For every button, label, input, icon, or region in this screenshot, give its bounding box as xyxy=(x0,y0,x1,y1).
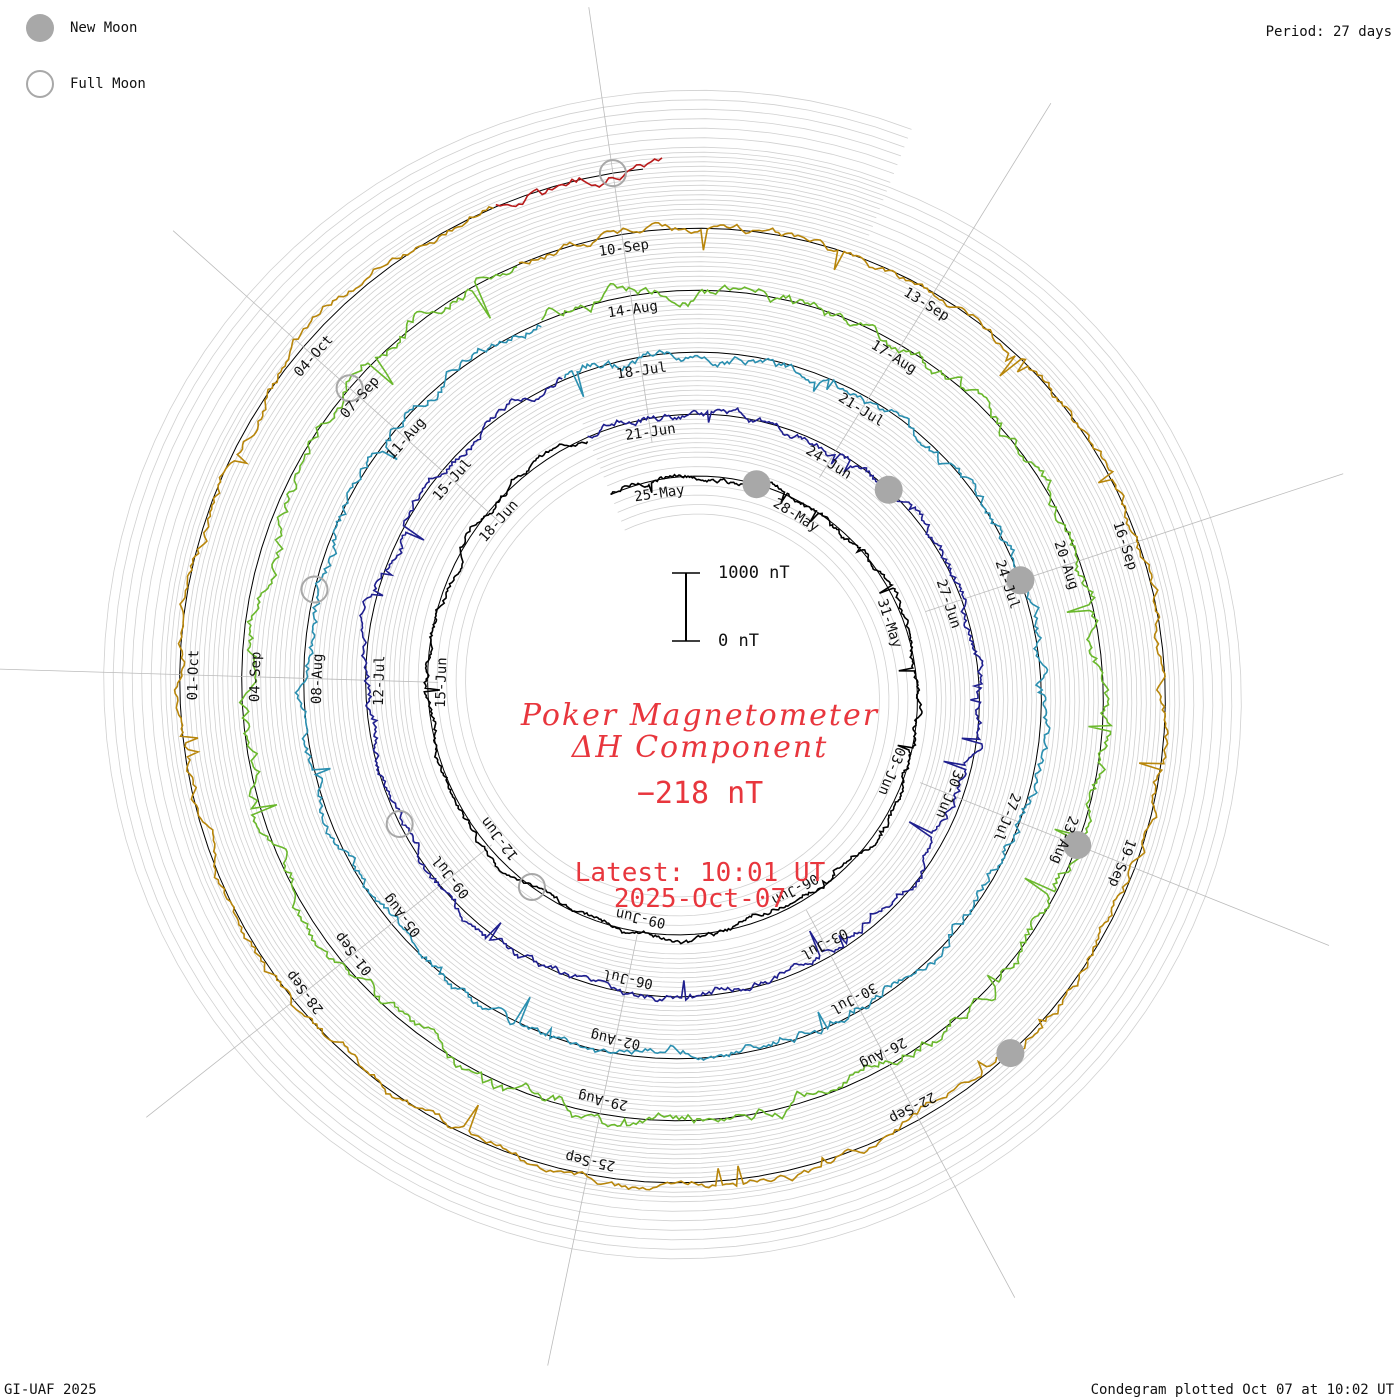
chart-subtitle: ΔH Component xyxy=(571,730,829,765)
new-moon-marker xyxy=(874,475,903,504)
trace-cycle-2 xyxy=(359,376,984,1003)
tick-label: 25-May xyxy=(633,482,685,505)
radial-spoke xyxy=(925,473,1344,612)
tick-label: 06-Jul xyxy=(602,966,655,992)
grid-spiral xyxy=(160,146,1185,1203)
period-label: Period: 27 days xyxy=(1265,24,1392,40)
trace-cycle-6 xyxy=(495,157,663,208)
tick-label: 04-Sep xyxy=(247,651,264,702)
trace-cycle-3 xyxy=(294,324,1051,1061)
tick-label: 21-Jun xyxy=(624,421,676,444)
scale-bar xyxy=(672,572,700,642)
tick-label: 17-Aug xyxy=(868,337,919,377)
tick-label: 25-Sep xyxy=(564,1148,617,1174)
full-moon-marker xyxy=(385,810,414,838)
full-moon-label: Full Moon xyxy=(70,76,146,92)
footer-plot-time: Condegram plotted Oct 07 at 10:02 UT xyxy=(1090,1382,1394,1398)
tick-label: 29-Aug xyxy=(577,1087,630,1113)
tick-label: 26-Aug xyxy=(857,1034,909,1072)
legend-new-moon: New Moon xyxy=(26,14,137,42)
new-moon-marker xyxy=(996,1039,1025,1068)
radial-spoke xyxy=(806,910,1016,1298)
radial-spoke xyxy=(172,230,502,524)
new-moon-marker xyxy=(1006,566,1035,595)
tick-label: 14-Aug xyxy=(607,298,659,321)
grid-spiral xyxy=(141,127,1204,1222)
tick-label: 02-Aug xyxy=(589,1026,642,1052)
new-moon-label: New Moon xyxy=(70,20,138,36)
full-moon-marker xyxy=(335,374,364,403)
grid-spiral xyxy=(198,184,1147,1165)
trace-cycle-4 xyxy=(238,266,1114,1128)
radial-spoke xyxy=(547,934,638,1366)
grid-spiral xyxy=(103,89,1242,1260)
scale-bottom-label: 0 nT xyxy=(718,631,759,651)
tick-label: 18-Jul xyxy=(615,359,667,382)
ring-grid xyxy=(103,89,1242,1260)
trace-cycle-1 xyxy=(423,441,923,945)
tick-label: 15-Jun xyxy=(433,657,450,708)
radial-spoke xyxy=(920,782,1330,946)
tick-label: 01-Oct xyxy=(185,650,202,701)
tick-label: 08-Aug xyxy=(309,653,326,704)
tick-label: 10-Sep xyxy=(598,237,650,260)
tick-label: 12-Jul xyxy=(371,655,388,706)
new-moon-marker xyxy=(742,470,771,499)
tick-label: 03-Jul xyxy=(798,924,850,962)
legend-full-moon: Full Moon xyxy=(26,70,146,98)
radial-spoke xyxy=(146,844,492,1118)
grid-spiral xyxy=(169,156,1176,1193)
scale-top-label: 1000 nT xyxy=(718,563,790,583)
grid-spiral xyxy=(131,118,1214,1231)
tick-label: 12-Jun xyxy=(478,814,522,864)
radial-spoke xyxy=(819,102,1052,478)
radial-spoke xyxy=(588,7,653,443)
trace-cycle-5 xyxy=(173,205,1169,1191)
full-moon-icon xyxy=(26,70,54,98)
grid-spiral xyxy=(188,175,1157,1174)
tick-label: 01-Sep xyxy=(332,929,376,979)
latest-time: Latest: 10:01 UT xyxy=(574,858,826,888)
grid-spiral xyxy=(112,99,1233,1250)
chart-title: Poker Magnetometer xyxy=(520,698,880,733)
tick-label: 22-Sep xyxy=(886,1088,938,1126)
latest-date: 2025-Oct-07 xyxy=(613,884,787,914)
moon-markers xyxy=(300,159,1092,1068)
radial-spokes xyxy=(0,7,1344,1366)
grid-spiral xyxy=(207,194,1138,1155)
data-traces xyxy=(173,157,1169,1191)
footer-credit: GI-UAF 2025 xyxy=(4,1382,97,1398)
new-moon-marker xyxy=(1063,831,1092,860)
new-moon-icon xyxy=(26,14,54,42)
latest-value: −218 nT xyxy=(636,776,764,811)
grid-spiral xyxy=(122,108,1223,1241)
grid-spiral xyxy=(150,137,1195,1212)
full-moon-marker xyxy=(300,575,329,604)
grid-spiral xyxy=(217,203,1128,1146)
full-moon-marker xyxy=(598,159,627,188)
full-moon-marker xyxy=(517,873,546,901)
tick-label: 13-Sep xyxy=(901,285,952,325)
